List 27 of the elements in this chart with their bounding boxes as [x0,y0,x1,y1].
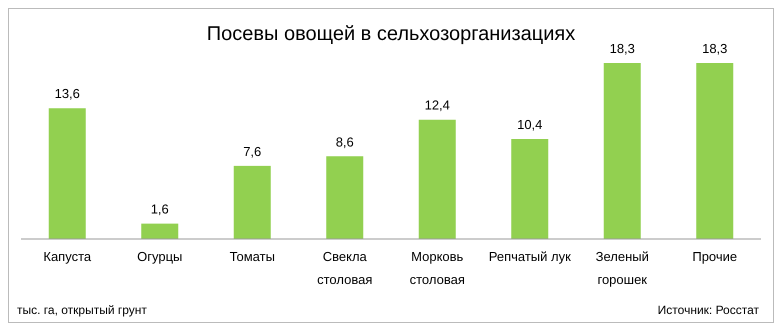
text: тыс. га, открытый грунт [17,303,147,317]
chart-title: Посевы овощей в сельхозорганизациях [206,23,576,45]
data-label: 10,4 [517,116,542,132]
data-label: 7,6 [243,144,262,159]
bar [418,120,456,239]
data-label: 13,6 [54,86,80,102]
bar [326,156,364,239]
x-tick-label: Капуста [43,249,92,264]
bar [234,166,271,239]
x-tick-label: Свекла столовая [317,249,372,287]
data-label: 18,3 [702,41,728,56]
x-tick-label: Огурцы [137,249,182,264]
data-label: 1,6 [150,202,169,217]
data-label: 18,3 [610,41,635,56]
text: Источник: Росстат [658,303,759,317]
bar [141,224,178,239]
bar [511,138,548,239]
x-tick-label: Томаты [230,249,275,264]
x-tick-label: Прочие [692,249,738,264]
data-label: 12,4 [424,98,450,113]
bar [604,63,641,239]
x-tick-label: Зеленый горошек [596,249,649,287]
bar [696,63,734,239]
x-tick-label: Морковь столовая [410,249,465,287]
bar [48,108,86,239]
x-tick-label: Репчатый лук [488,249,572,264]
data-label: 8,6 [336,134,354,150]
